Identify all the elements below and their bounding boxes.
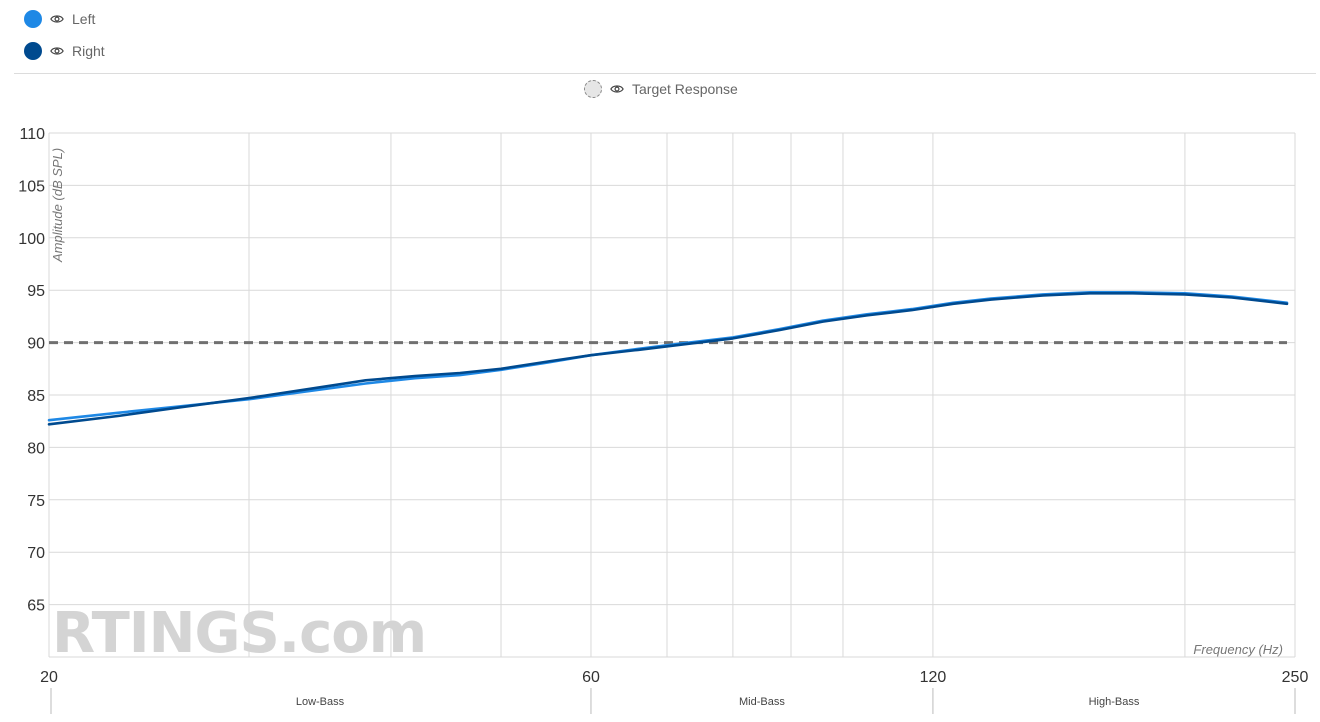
legend-right-label: Right xyxy=(72,43,105,59)
x-tick-label: 120 xyxy=(920,669,947,686)
y-tick-label: 90 xyxy=(27,336,45,353)
band-label: High-Bass xyxy=(1089,696,1140,708)
y-tick-label: 95 xyxy=(27,283,45,300)
y-tick-label: 110 xyxy=(19,126,45,143)
legend-item-target[interactable]: Target Response xyxy=(584,80,738,98)
band-label: Mid-Bass xyxy=(739,696,785,708)
legend-divider xyxy=(14,73,1316,74)
y-tick-label: 80 xyxy=(27,440,45,457)
legend-left-label: Left xyxy=(72,11,96,27)
x-tick-label: 60 xyxy=(582,669,600,686)
legend-item-right[interactable]: Right xyxy=(24,42,105,60)
x-tick-label: 20 xyxy=(40,669,58,686)
y-tick-label: 75 xyxy=(27,493,45,510)
frequency-bands: Low-Bass Mid-Bass High-Bass xyxy=(50,688,1296,714)
x-axis-title: Frequency (Hz) xyxy=(1193,642,1283,657)
left-color-swatch[interactable] xyxy=(24,10,42,28)
y-tick-label: 100 xyxy=(18,231,45,248)
tick-labels: 65 70 75 80 85 90 95 100 105 110 20 60 120 250 xyxy=(18,126,1308,686)
y-axis-title: Amplitude (dB SPL) xyxy=(50,148,65,263)
eye-icon[interactable] xyxy=(610,82,624,96)
y-tick-label: 105 xyxy=(18,178,45,195)
legend-item-left[interactable]: Left xyxy=(24,10,95,28)
y-tick-label: 70 xyxy=(27,545,45,562)
right-color-swatch[interactable] xyxy=(24,42,42,60)
series-lines xyxy=(47,290,1289,426)
y-tick-label: 85 xyxy=(27,388,45,405)
band-label: Low-Bass xyxy=(296,696,345,708)
grid xyxy=(48,132,1296,658)
series-line-right xyxy=(47,291,1289,426)
legend-target-label: Target Response xyxy=(632,81,738,97)
eye-icon[interactable] xyxy=(50,12,64,26)
y-tick-label: 65 xyxy=(27,598,45,615)
x-tick-label: 250 xyxy=(1282,669,1309,686)
rtings-watermark: RTINGS.com xyxy=(52,601,426,666)
eye-icon[interactable] xyxy=(50,44,64,58)
target-color-swatch[interactable] xyxy=(584,80,602,98)
